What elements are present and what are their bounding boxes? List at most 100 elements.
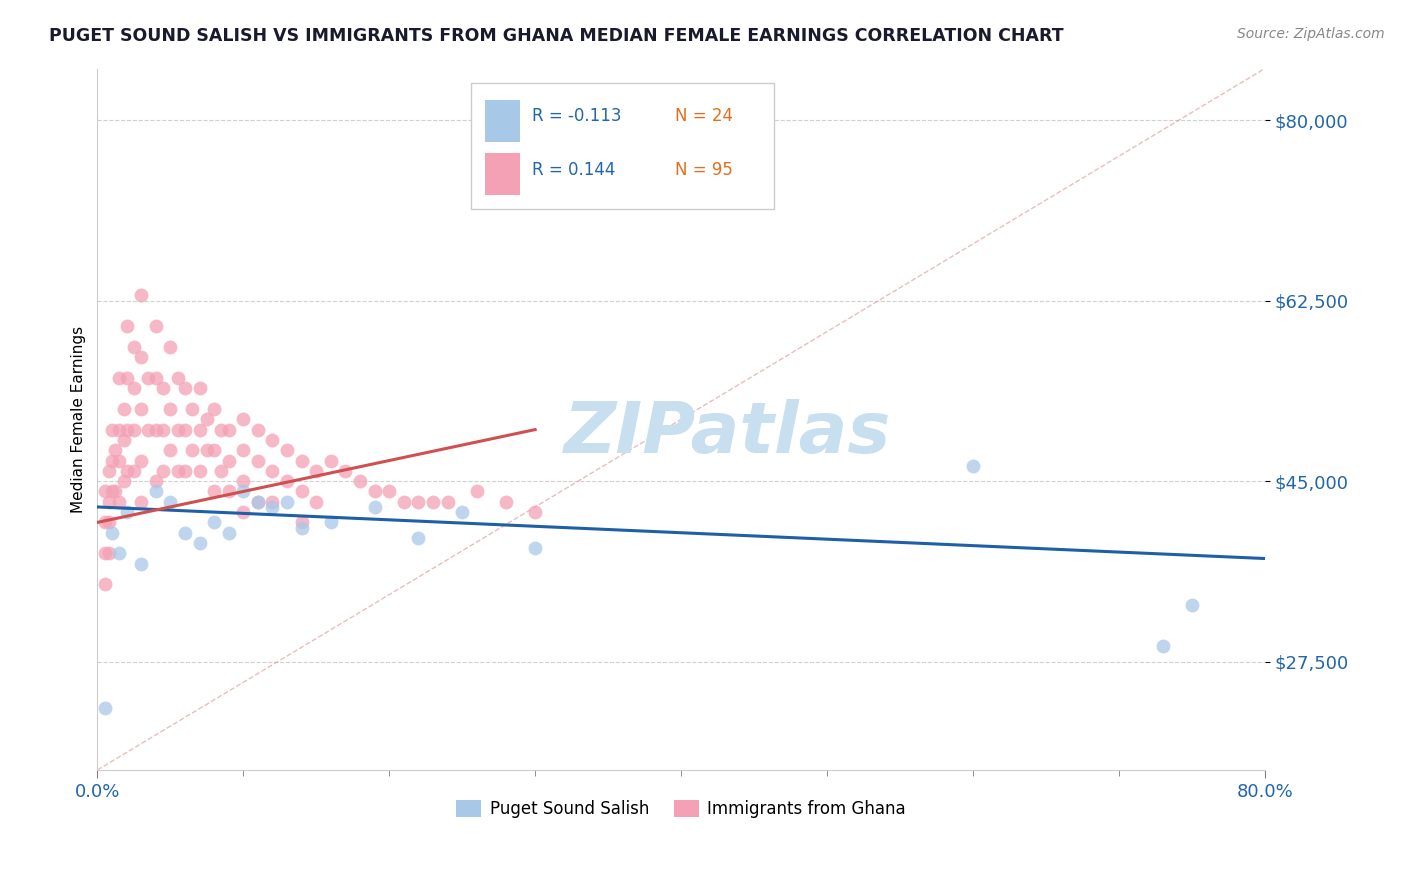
Point	[392, 495, 415, 509]
Point	[166, 423, 188, 437]
Point	[145, 319, 167, 334]
Y-axis label: Median Female Earnings: Median Female Earnings	[72, 326, 86, 513]
Point	[112, 401, 135, 416]
Point	[145, 371, 167, 385]
Point	[291, 453, 314, 467]
Text: R = -0.113: R = -0.113	[531, 107, 621, 125]
Point	[98, 495, 121, 509]
Point	[152, 423, 174, 437]
Point	[93, 577, 115, 591]
Point	[209, 423, 232, 437]
Point	[112, 474, 135, 488]
Point	[115, 423, 138, 437]
Point	[129, 495, 152, 509]
Point	[246, 423, 269, 437]
Point	[174, 464, 197, 478]
Point	[246, 453, 269, 467]
Point	[1152, 639, 1174, 653]
Point	[93, 484, 115, 499]
Point	[174, 381, 197, 395]
Point	[98, 464, 121, 478]
Point	[108, 371, 131, 385]
Point	[232, 474, 254, 488]
Text: N = 24: N = 24	[675, 107, 734, 125]
Point	[291, 520, 314, 534]
Point	[145, 423, 167, 437]
Point	[188, 423, 211, 437]
Point	[262, 495, 284, 509]
Point	[195, 412, 218, 426]
Point	[378, 484, 401, 499]
Point	[122, 381, 145, 395]
Point	[98, 516, 121, 530]
Point	[138, 371, 160, 385]
Text: N = 95: N = 95	[675, 161, 733, 179]
FancyBboxPatch shape	[471, 83, 775, 209]
Point	[101, 525, 124, 540]
Point	[108, 453, 131, 467]
Point	[93, 516, 115, 530]
Point	[202, 401, 225, 416]
Point	[101, 423, 124, 437]
Point	[181, 401, 204, 416]
Point	[159, 443, 181, 458]
Point	[465, 484, 488, 499]
Point	[129, 453, 152, 467]
Text: ZIPatlas: ZIPatlas	[564, 399, 891, 467]
Point	[159, 401, 181, 416]
Point	[181, 443, 204, 458]
Point	[159, 340, 181, 354]
Point	[202, 484, 225, 499]
Point	[152, 381, 174, 395]
Point	[246, 495, 269, 509]
Point	[122, 423, 145, 437]
Point	[112, 433, 135, 447]
Point	[495, 495, 517, 509]
Point	[524, 505, 547, 519]
Bar	[485, 100, 520, 142]
Point	[262, 433, 284, 447]
Point	[129, 288, 152, 302]
Point	[129, 351, 152, 365]
Point	[262, 464, 284, 478]
Point	[195, 443, 218, 458]
Point	[408, 531, 430, 545]
Point	[159, 495, 181, 509]
Point	[962, 458, 984, 473]
Point	[276, 474, 298, 488]
Point	[218, 423, 240, 437]
Point	[174, 525, 197, 540]
Point	[246, 495, 269, 509]
Point	[422, 495, 444, 509]
Point	[291, 484, 314, 499]
Point	[101, 453, 124, 467]
Point	[108, 423, 131, 437]
Point	[262, 500, 284, 514]
Point	[115, 464, 138, 478]
Point	[524, 541, 547, 556]
Point	[122, 340, 145, 354]
Point	[104, 443, 127, 458]
Point	[108, 495, 131, 509]
Point	[98, 546, 121, 560]
Point	[129, 557, 152, 571]
Point	[319, 516, 342, 530]
Point	[363, 500, 385, 514]
Point	[174, 423, 197, 437]
Point	[218, 525, 240, 540]
Legend: Puget Sound Salish, Immigrants from Ghana: Puget Sound Salish, Immigrants from Ghan…	[450, 793, 912, 825]
Point	[276, 443, 298, 458]
Point	[232, 505, 254, 519]
Point	[129, 401, 152, 416]
Point	[188, 381, 211, 395]
Point	[408, 495, 430, 509]
Point	[305, 464, 328, 478]
Point	[145, 474, 167, 488]
Point	[188, 464, 211, 478]
Point	[276, 495, 298, 509]
Point	[122, 464, 145, 478]
Point	[451, 505, 474, 519]
Point	[101, 484, 124, 499]
Point	[138, 423, 160, 437]
Point	[436, 495, 458, 509]
